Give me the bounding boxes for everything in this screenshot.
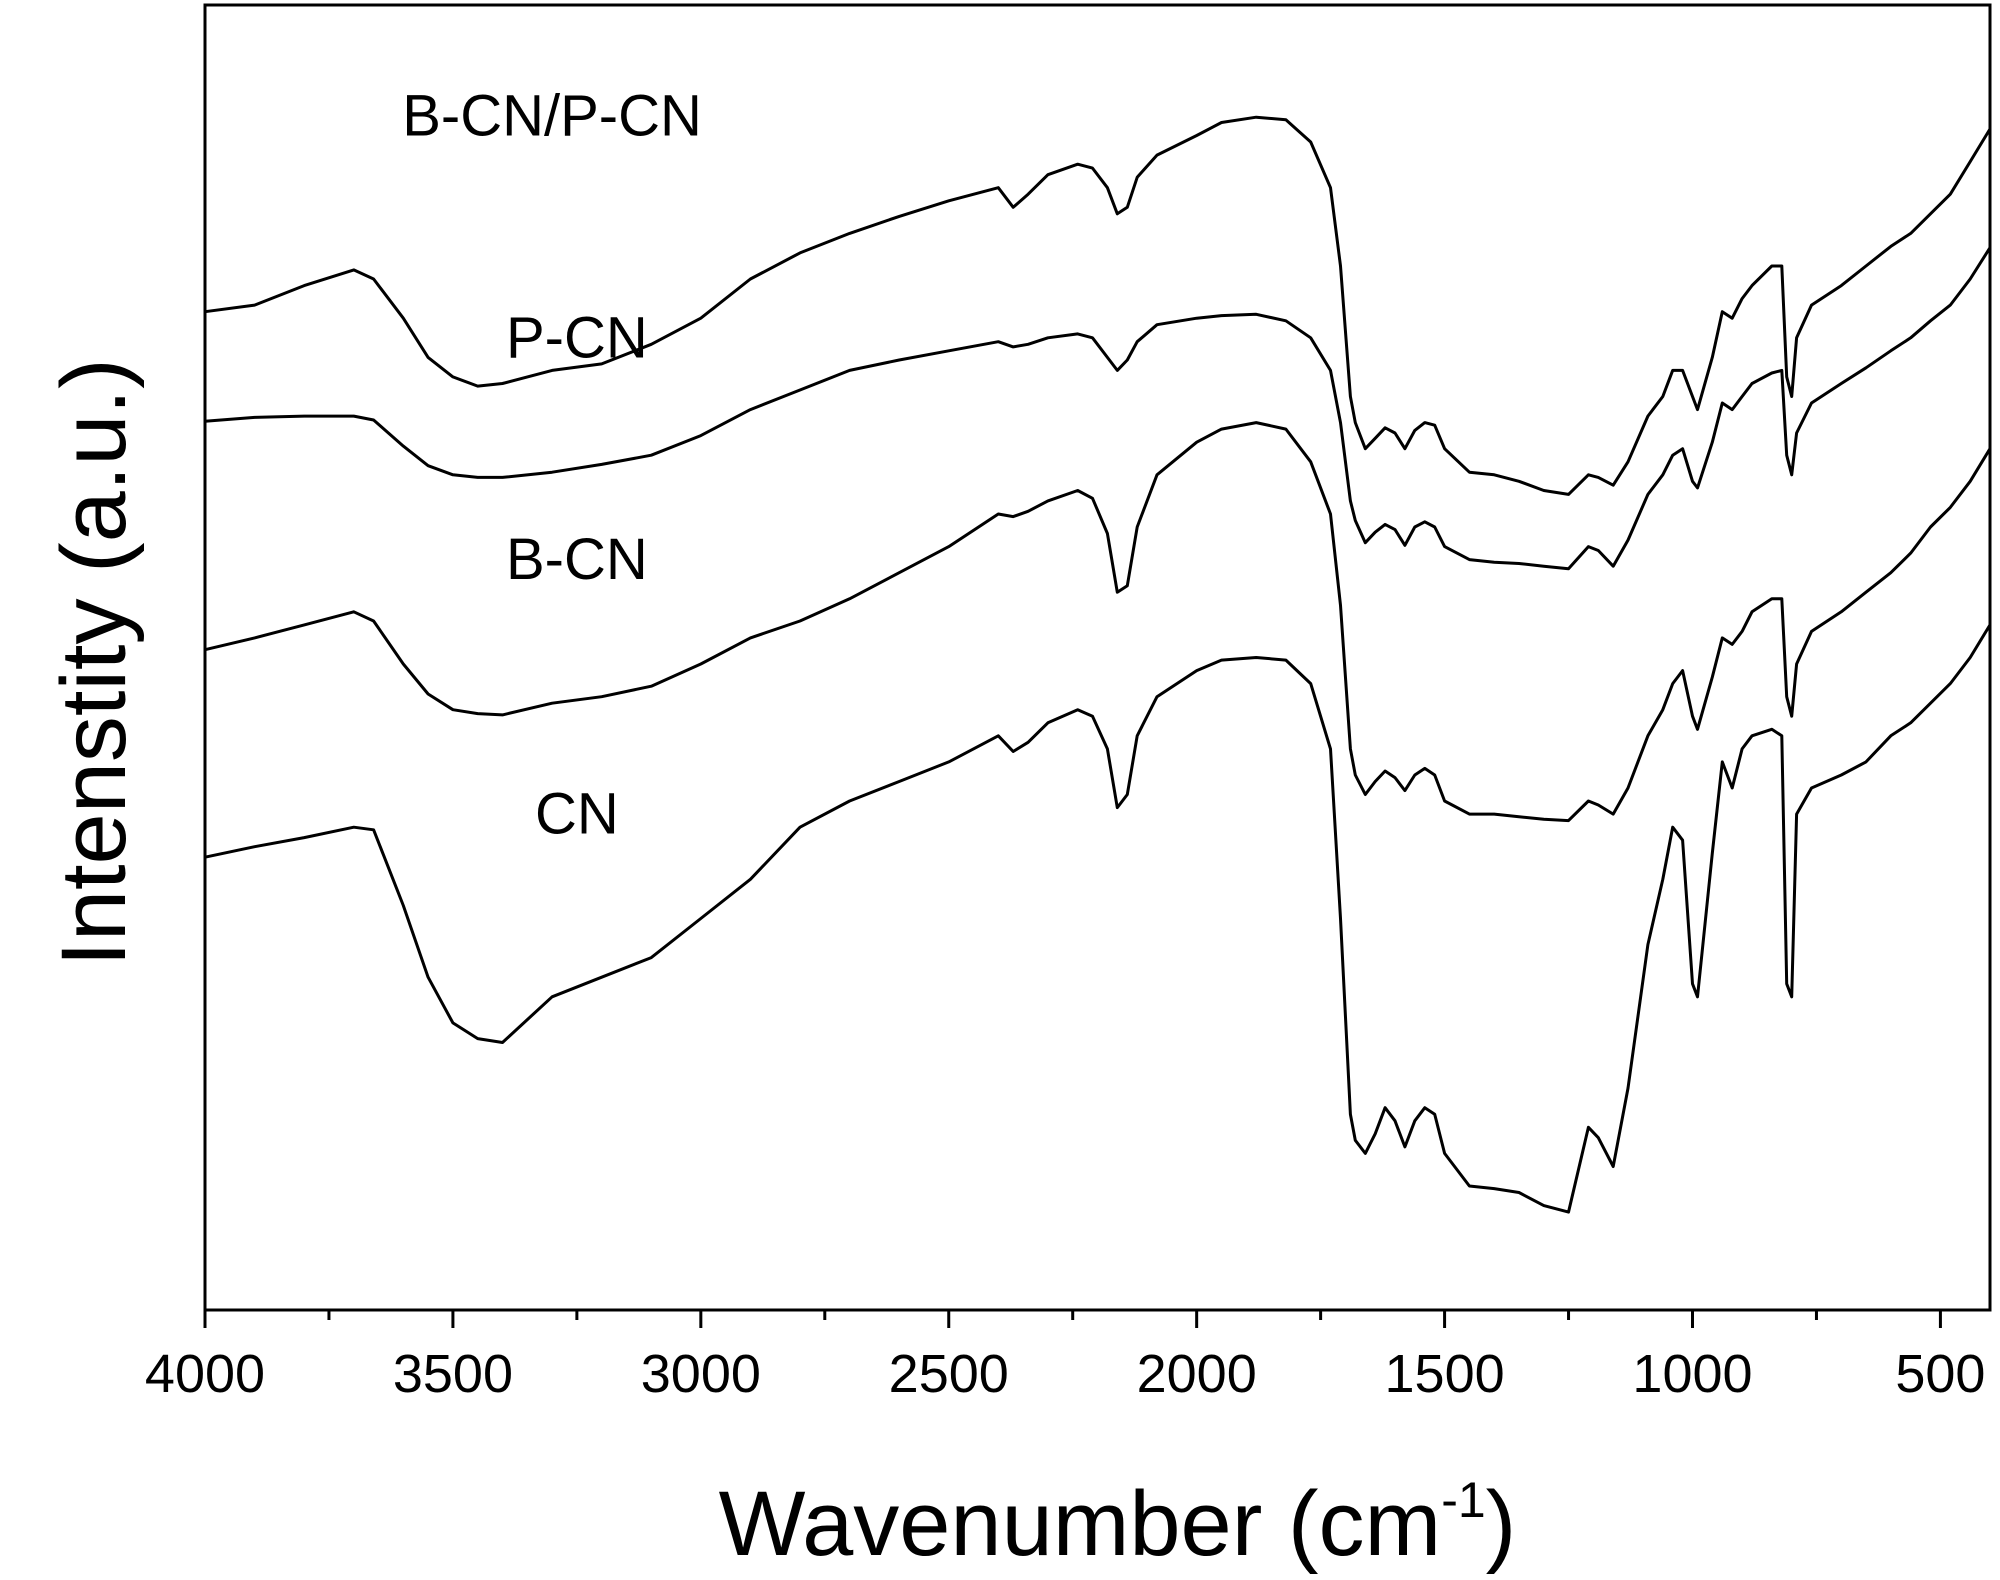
- series-label-b-cn-p-cn: B-CN/P-CN: [402, 84, 702, 149]
- series-label-cn: CN: [535, 782, 619, 847]
- x-tick-label: 1000: [1632, 1344, 1752, 1404]
- x-axis-title: Wavenumber (cm-1): [719, 1472, 1517, 1575]
- x-tick-label: 2000: [1137, 1344, 1257, 1404]
- x-axis-ticks: 4000 3500 3000 2500 2000 1500 1000 500: [145, 1310, 1985, 1404]
- series-label-layer: B-CN/P-CN P-CN B-CN CN: [402, 84, 702, 847]
- x-axis-title-main: Wavenumber (cm: [719, 1473, 1442, 1575]
- x-axis-title-superscript: -1: [1441, 1472, 1485, 1528]
- plot-frame: [203, 3, 1992, 1312]
- series-label-p-cn: P-CN: [506, 305, 648, 370]
- x-tick-label: 3000: [641, 1344, 761, 1404]
- series-line-b-cn-p-cn: [204, 115, 1992, 496]
- series-line-cn: [204, 624, 1992, 1214]
- x-tick-label: 500: [1895, 1344, 1985, 1404]
- x-tick-label: 3500: [393, 1344, 513, 1404]
- x-tick-label: 2500: [889, 1344, 1009, 1404]
- series-layer: [204, 115, 1992, 1214]
- series-line-p-cn: [204, 246, 1992, 571]
- series-label-b-cn: B-CN: [506, 527, 648, 592]
- x-tick-label: 4000: [145, 1344, 265, 1404]
- series-line-b-cn: [204, 421, 1992, 823]
- x-tick-label: 1500: [1385, 1344, 1505, 1404]
- y-axis-title: Intenstity (a.u.): [43, 358, 145, 966]
- x-axis-title-close: ): [1486, 1473, 1517, 1575]
